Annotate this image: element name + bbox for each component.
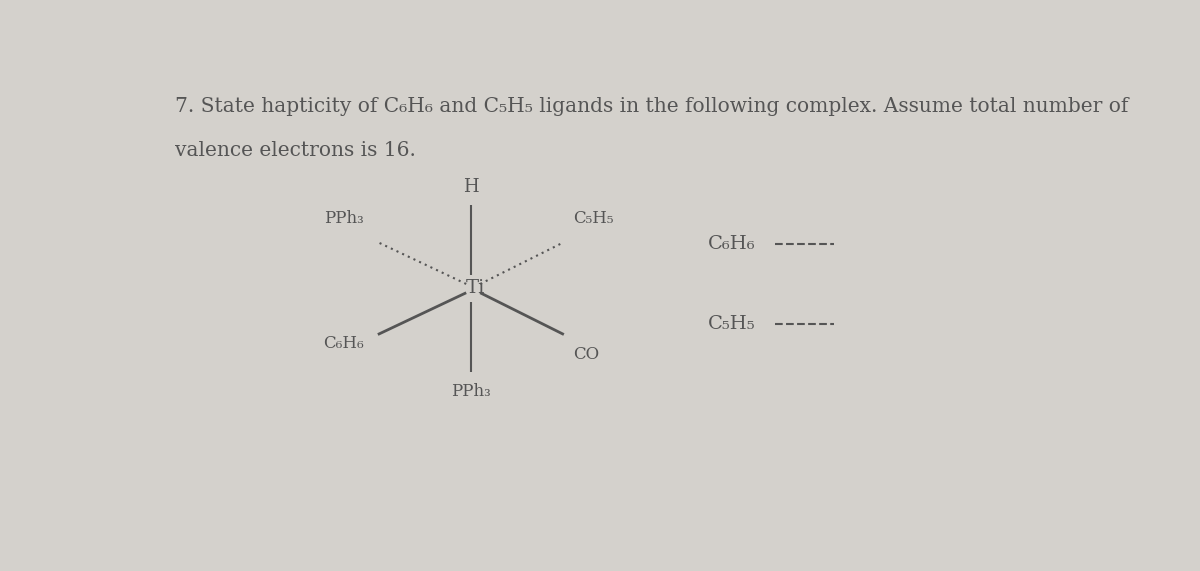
Text: PPh₃: PPh₃: [451, 383, 491, 400]
Text: C₅H₅: C₅H₅: [574, 210, 613, 227]
Text: C₆H₆: C₆H₆: [708, 235, 756, 254]
Text: C₆H₆: C₆H₆: [323, 335, 364, 352]
Text: H: H: [463, 178, 479, 196]
Text: C₅H₅: C₅H₅: [708, 315, 756, 332]
Text: PPh₃: PPh₃: [324, 210, 364, 227]
Text: Ti: Ti: [467, 279, 486, 297]
Text: 7. State hapticity of C₆H₆ and C₅H₅ ligands in the following complex. Assume tot: 7. State hapticity of C₆H₆ and C₅H₅ liga…: [175, 97, 1128, 116]
Text: valence electrons is 16.: valence electrons is 16.: [175, 141, 416, 160]
Text: CO: CO: [574, 345, 599, 363]
